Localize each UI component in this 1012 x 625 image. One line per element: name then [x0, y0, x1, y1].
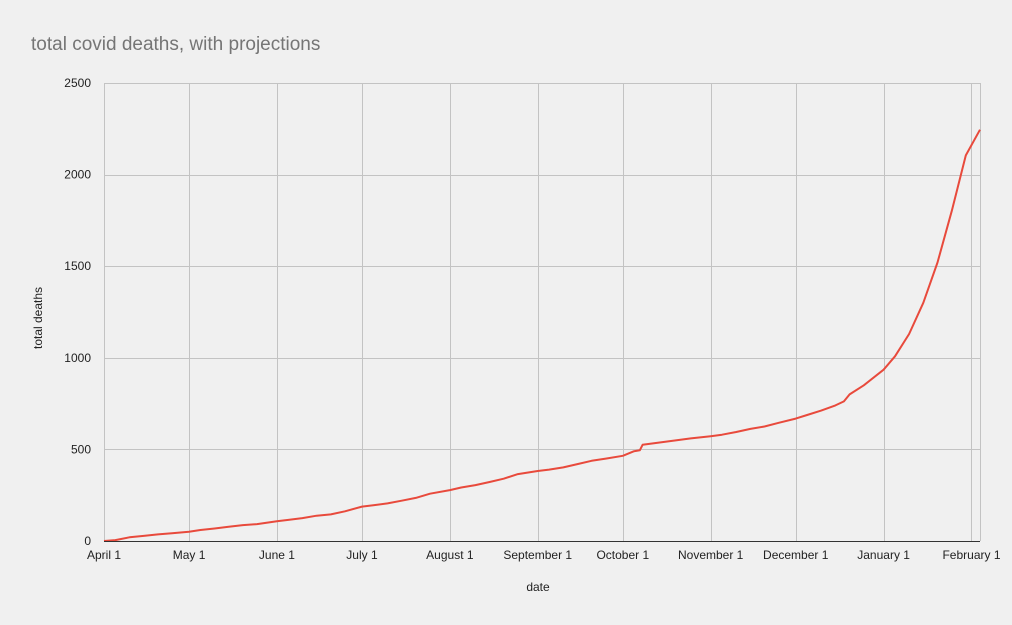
y-axis-label: total deaths [31, 287, 45, 349]
x-tick-label: August 1 [426, 548, 474, 562]
y-tick-label: 0 [84, 534, 91, 548]
x-tick-label: June 1 [259, 548, 295, 562]
y-tick-label: 2000 [64, 168, 91, 182]
x-tick-label: September 1 [503, 548, 572, 562]
chart-title: total covid deaths, with projections [31, 34, 320, 55]
y-tick-label: 2500 [64, 76, 91, 90]
series [103, 129, 981, 542]
y-tick-label: 500 [71, 442, 91, 456]
x-axis-ticks: April 1 May 1 June 1 July 1 August 1 Septembe… [87, 548, 1001, 562]
x-axis-label: date [526, 580, 550, 594]
x-tick-label: January 1 [857, 548, 910, 562]
series-line [103, 129, 981, 542]
x-tick-label: May 1 [173, 548, 206, 562]
x-tick-label: November 1 [678, 548, 744, 562]
x-tick-label: February 1 [942, 548, 1000, 562]
x-tick-label: October 1 [596, 548, 649, 562]
x-tick-label: April 1 [87, 548, 121, 562]
y-tick-label: 1000 [64, 351, 91, 365]
y-tick-label: 1500 [64, 259, 91, 273]
gridlines [104, 83, 981, 541]
x-tick-label: July 1 [346, 548, 378, 562]
x-tick-label: December 1 [763, 548, 829, 562]
y-axis-ticks: 0 500 1000 1500 2000 2500 [64, 76, 91, 548]
